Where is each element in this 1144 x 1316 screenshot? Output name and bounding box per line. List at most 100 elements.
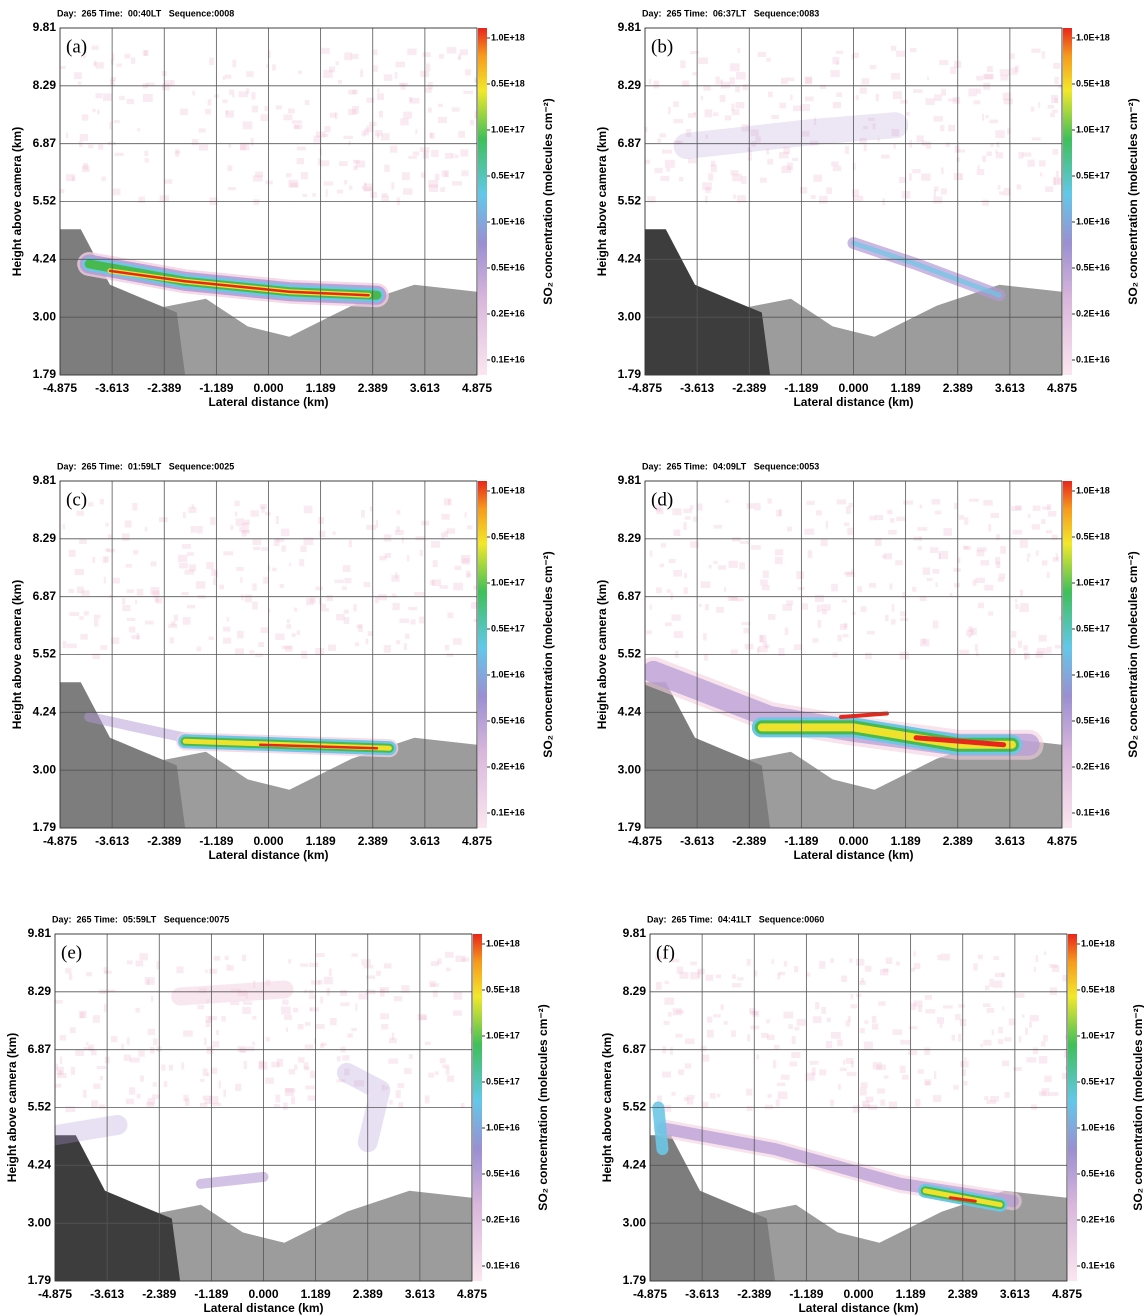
noise	[103, 967, 108, 974]
noise	[752, 1010, 760, 1017]
noise	[767, 158, 774, 165]
x-tick-label: 4.875	[462, 834, 492, 848]
noise	[852, 163, 856, 171]
noise	[880, 969, 889, 976]
noise	[182, 511, 186, 519]
noise	[976, 88, 982, 94]
noise	[664, 980, 669, 985]
noise	[737, 47, 740, 53]
noise	[690, 51, 700, 55]
panel-label: (d)	[651, 489, 673, 510]
colorbar-label: SO₂ concentration (molecules cm⁻²)	[536, 1004, 550, 1210]
noise	[836, 499, 847, 505]
noise	[97, 109, 100, 115]
x-tick-label: 0.000	[253, 381, 283, 395]
colorbar-tick-label: 0.5E+18	[1076, 78, 1110, 88]
noise	[391, 182, 395, 190]
noise	[82, 52, 86, 59]
noise	[836, 60, 839, 65]
noise	[228, 143, 232, 148]
noise	[309, 994, 316, 1000]
x-tick-label: -1.189	[199, 834, 233, 848]
noise	[163, 179, 173, 184]
noise	[213, 955, 221, 961]
noise	[996, 142, 1000, 148]
noise	[60, 189, 65, 194]
noise	[741, 124, 750, 132]
noise	[83, 1089, 87, 1098]
noise	[459, 49, 468, 56]
noise	[55, 1063, 59, 1071]
noise	[329, 112, 337, 118]
noise	[85, 1042, 89, 1046]
noise	[348, 540, 353, 548]
noise	[660, 543, 667, 548]
noise	[1047, 105, 1055, 109]
noise	[380, 988, 385, 997]
noise	[347, 1033, 353, 1038]
noise	[1022, 152, 1032, 157]
noise	[121, 1043, 124, 1050]
noise	[671, 1091, 676, 1096]
noise	[93, 614, 101, 619]
noise	[925, 141, 932, 149]
noise	[1051, 534, 1058, 541]
noise	[388, 1037, 397, 1044]
noise	[1000, 74, 1009, 81]
noise	[393, 996, 403, 1002]
noise	[950, 66, 957, 75]
noise	[957, 557, 961, 563]
y-tick-label: 5.52	[618, 194, 642, 208]
noise	[690, 541, 700, 548]
noise	[761, 585, 770, 591]
y-tick-label: 8.29	[618, 78, 642, 92]
noise	[408, 1054, 413, 1059]
header: Day: 265 Time: 05:59LT Sequence:0075	[52, 914, 229, 924]
noise	[856, 958, 865, 966]
noise	[702, 182, 712, 191]
noise	[922, 638, 926, 644]
noise	[704, 109, 713, 118]
panel: -4.875 -3.613 -2.389 -1.189 0.000 1.189 2.389 3…	[10, 461, 555, 862]
noise	[163, 1081, 168, 1088]
noise	[276, 1058, 284, 1067]
noise	[206, 561, 214, 570]
noise	[380, 1013, 390, 1020]
noise	[910, 967, 916, 972]
noise	[839, 1067, 847, 1072]
x-tick-label: 0.000	[838, 834, 868, 848]
colorbar-tick-label: 0.2E+16	[491, 761, 525, 771]
noise	[687, 113, 696, 118]
noise	[693, 111, 696, 115]
noise	[341, 586, 347, 590]
noise	[253, 199, 260, 205]
noise	[969, 498, 979, 502]
noise	[781, 165, 792, 173]
noise	[912, 586, 917, 592]
noise	[939, 1023, 943, 1028]
colorbar-tick-label: 1.0E+18	[1076, 32, 1110, 42]
noise	[309, 597, 316, 604]
noise	[441, 170, 449, 177]
y-axis-label: Height above camera (km)	[10, 127, 24, 276]
noise	[816, 604, 821, 613]
noise	[242, 522, 249, 527]
noise	[250, 137, 254, 146]
noise	[204, 1037, 207, 1046]
noise	[407, 48, 417, 56]
noise	[708, 564, 712, 569]
noise	[661, 1071, 671, 1078]
noise	[778, 509, 782, 516]
y-tick-label: 3.00	[618, 309, 642, 323]
noise	[977, 954, 983, 960]
noise	[252, 539, 262, 545]
noise	[913, 963, 921, 970]
noise	[765, 644, 770, 649]
noise	[125, 564, 132, 568]
noise	[1048, 511, 1057, 517]
noise	[918, 1005, 923, 1012]
noise	[731, 983, 742, 988]
noise	[697, 970, 701, 978]
colorbar-tick-label: 0.5E+16	[1076, 715, 1110, 725]
x-tick-label: 3.613	[410, 381, 440, 395]
